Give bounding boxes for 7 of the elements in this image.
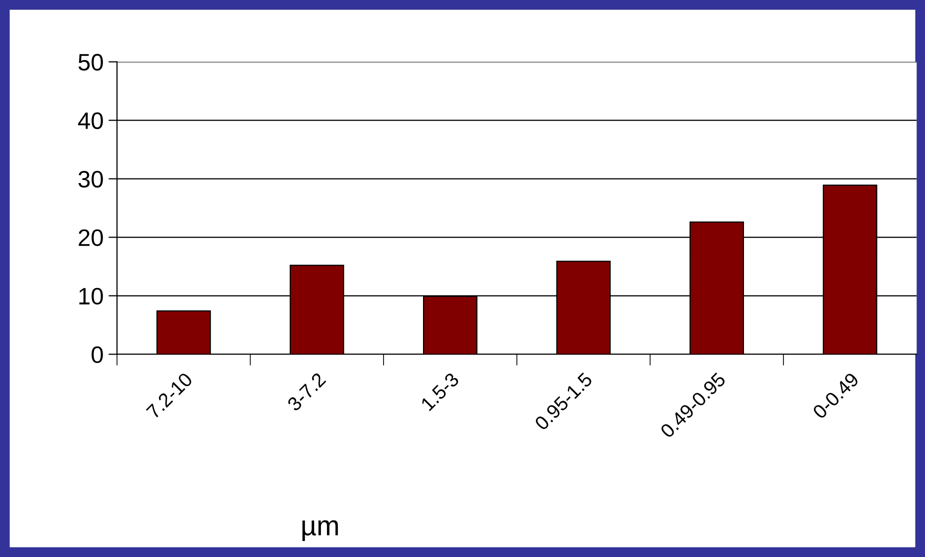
y-tick-label: 20: [78, 229, 103, 246]
y-tick-label: 50: [78, 54, 103, 71]
y-tick-label: 0: [92, 346, 103, 364]
y-tick-label: 10: [79, 288, 103, 305]
y-tick-label: 30: [78, 170, 103, 188]
x-axis-title: µm: [302, 520, 338, 541]
y-tick-label: 40: [78, 112, 103, 130]
